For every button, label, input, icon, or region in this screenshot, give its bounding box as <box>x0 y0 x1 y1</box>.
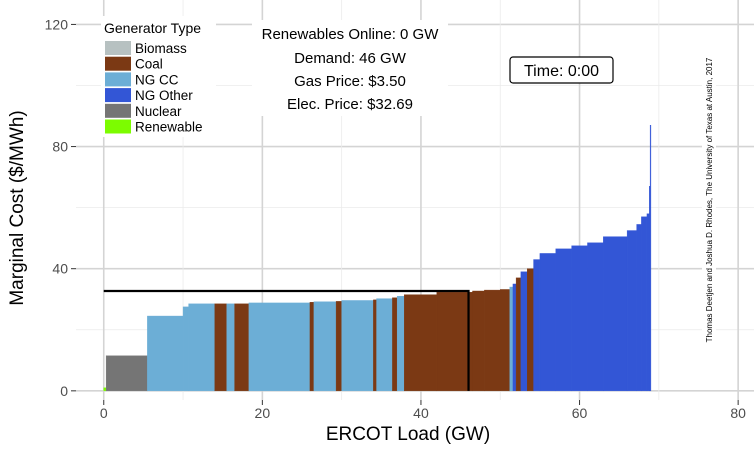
x-tick-label: 0 <box>100 405 108 421</box>
price-demand-box <box>103 289 470 391</box>
legend-swatch <box>105 103 131 118</box>
y-tick-label: 120 <box>45 16 69 32</box>
bar-ng-other <box>649 124 652 392</box>
time-box: Time: 0:00 <box>509 56 614 84</box>
legend-label: Nuclear <box>135 104 182 119</box>
bar-coal <box>436 292 473 392</box>
bar-ng-other <box>571 245 588 392</box>
bars <box>103 124 652 392</box>
legend-swatch <box>105 119 131 134</box>
bar-ng-other <box>641 216 648 392</box>
bar-ng-other <box>533 259 541 392</box>
bar-ng-cc <box>341 300 374 392</box>
info-background <box>252 20 448 116</box>
bar-coal <box>500 289 510 392</box>
legend-swatch <box>105 88 131 103</box>
legend-label: Renewable <box>135 120 203 135</box>
x-tick-label: 80 <box>730 405 746 421</box>
bar-coal <box>527 268 534 392</box>
bar-coal <box>309 302 315 392</box>
bar-coal <box>484 289 501 392</box>
axes: 0 40 80 120 0 20 40 60 80 <box>45 16 746 421</box>
y-tick-label: 40 <box>52 261 68 277</box>
x-tick-label: 40 <box>413 405 429 421</box>
y-axis-title: Marginal Cost ($/MWh) <box>7 110 28 305</box>
bar-ng-other <box>626 230 637 392</box>
bar-ng-cc <box>376 298 393 392</box>
x-axis-title: ERCOT Load (GW) <box>326 424 490 445</box>
legend-title: Generator Type <box>104 20 201 36</box>
bar-ng-other <box>646 213 650 392</box>
legend-swatch <box>105 41 131 55</box>
bar-ng-other <box>603 236 628 392</box>
bar-coal <box>515 277 522 392</box>
legend-swatch <box>105 56 131 71</box>
bar-ng-cc <box>313 301 337 392</box>
bar-ng-other <box>512 283 517 392</box>
y-tick-label: 80 <box>52 139 68 155</box>
bar-coal <box>404 294 438 392</box>
legend-label: NG CC <box>135 72 179 87</box>
bar-renewable <box>103 387 107 392</box>
bar-ng-cc <box>396 295 405 392</box>
credit-text: Thomas Deetjen and Joshua D. Rhodes, The… <box>705 57 714 342</box>
bar-ng-cc <box>147 315 184 392</box>
info-panel: Renewables Online: 0 GW Demand: 46 GW Ga… <box>252 20 448 116</box>
x-tick-label: 20 <box>255 405 271 421</box>
bar-coal <box>373 299 377 392</box>
demand-text: Demand: 46 GW <box>294 50 407 67</box>
bar-ng-other <box>539 253 556 392</box>
bar-ng-cc <box>248 302 311 392</box>
bar-ng-cc <box>188 303 215 392</box>
time-label: Time: 0:00 <box>524 63 599 80</box>
demand-price-outline <box>103 289 470 391</box>
bar-coal <box>234 303 250 392</box>
bar-nuclear <box>105 355 148 392</box>
bar-coal <box>335 301 342 392</box>
renewables-online-text: Renewables Online: 0 GW <box>262 26 440 43</box>
bar-coal <box>214 303 227 392</box>
bar-ng-other <box>555 248 572 392</box>
bar-ng-cc <box>182 306 189 392</box>
bar-ng-other <box>636 224 642 392</box>
bar-coal <box>392 297 398 392</box>
elec-price-text: Elec. Price: $32.69 <box>287 96 413 113</box>
x-tick-label: 60 <box>572 405 588 421</box>
bar-ng-other <box>587 242 604 392</box>
y-tick-label: 0 <box>60 383 68 399</box>
legend-label: NG Other <box>135 88 193 103</box>
bar-coal <box>472 290 485 392</box>
legend-label: Biomass <box>135 41 187 56</box>
bar-ng-cc <box>509 286 514 392</box>
legend-swatch <box>105 72 131 87</box>
credit-background <box>702 40 716 360</box>
time-box-frame <box>509 56 614 84</box>
legend-label: Coal <box>135 57 163 72</box>
bar-ng-other <box>520 271 528 392</box>
gas-price-text: Gas Price: $3.50 <box>294 73 406 90</box>
bar-ng-cc <box>226 303 235 392</box>
